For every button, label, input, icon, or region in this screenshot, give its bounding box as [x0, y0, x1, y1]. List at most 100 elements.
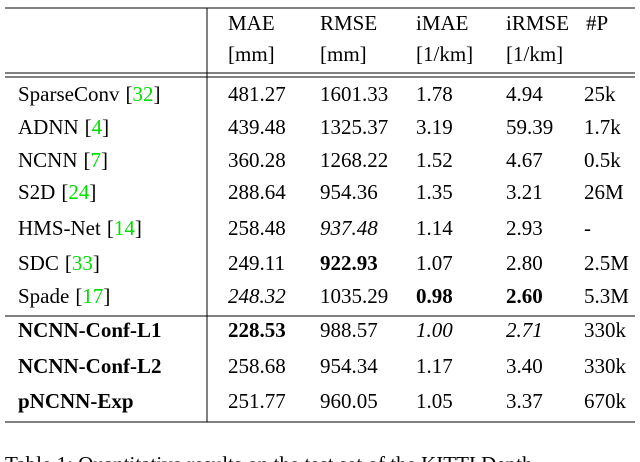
citation-bracket: ] [101, 148, 108, 172]
method: SDC [18, 251, 59, 275]
cell: 3.37 [506, 389, 543, 413]
citation-bracket: [ [84, 148, 91, 172]
method-name: S2D [24] [18, 180, 96, 204]
cell: 2.93 [506, 216, 543, 240]
cell: 1325.37 [320, 115, 388, 139]
header-unit: [1/km] [506, 42, 563, 66]
citation-bracket: [ [61, 180, 68, 204]
cell: 1035.29 [320, 284, 388, 308]
cell: 1.05 [416, 389, 453, 413]
method-name: NCNN-Conf-L2 [18, 354, 162, 378]
method: Spade [18, 284, 69, 308]
cell: - [584, 216, 591, 240]
method-name: NCNN [7] [18, 148, 108, 172]
cell: 3.21 [506, 180, 543, 204]
cell: 249.11 [228, 251, 285, 275]
cell: 360.28 [228, 148, 286, 172]
citation: 24 [68, 180, 90, 204]
method-name: SDC [33] [18, 251, 100, 275]
cell: 330k [584, 354, 627, 378]
citation: 33 [72, 251, 93, 275]
cell: 1.52 [416, 148, 453, 172]
cell: 251.77 [228, 389, 286, 413]
cell: 2.71 [506, 318, 543, 342]
cell: 25k [584, 82, 616, 106]
cell: 1.78 [416, 82, 453, 106]
method: HMS-Net [18, 216, 101, 240]
cell: 288.64 [228, 180, 286, 204]
cell: 937.48 [320, 216, 378, 240]
cell: 1268.22 [320, 148, 388, 172]
cell: 954.36 [320, 180, 378, 204]
citation-bracket: ] [154, 82, 161, 106]
cell: 228.53 [228, 318, 286, 342]
citation: 14 [114, 216, 136, 240]
citation: 32 [133, 82, 154, 106]
citation-bracket: ] [93, 251, 100, 275]
citation: 17 [82, 284, 103, 308]
citation-bracket: ] [102, 115, 109, 139]
cell: 2.5M [584, 251, 629, 275]
method-name: pNCNN-Exp [18, 389, 134, 413]
header-unit: [mm] [228, 42, 275, 66]
cell: 59.39 [506, 115, 553, 139]
cell: 670k [584, 389, 627, 413]
cell: 3.40 [506, 354, 543, 378]
header-label: RMSE [320, 11, 377, 35]
cell: 2.60 [506, 284, 543, 308]
citation-bracket: ] [89, 180, 96, 204]
header-label: MAE [228, 11, 275, 35]
caption: Table 1: Quantitative results on the tes… [5, 452, 533, 462]
method-name: HMS-Net [14] [18, 216, 142, 240]
cell: 1.14 [416, 216, 453, 240]
method: NCNN [18, 148, 78, 172]
citation: 4 [92, 115, 103, 139]
header-label: iRMSE [506, 11, 569, 35]
method: ADNN [18, 115, 79, 139]
citation-bracket: [ [107, 216, 114, 240]
method-name: ADNN [4] [18, 115, 109, 139]
header-unit: [mm] [320, 42, 367, 66]
method: NCNN-Conf-L1 [18, 318, 162, 342]
cell: 1.35 [416, 180, 453, 204]
cell: 1601.33 [320, 82, 388, 106]
cell: 248.32 [228, 284, 286, 308]
cell: 2.80 [506, 251, 543, 275]
citation-bracket: [ [126, 82, 133, 106]
citation: 7 [91, 148, 102, 172]
cell: 1.07 [416, 251, 453, 275]
header-label: #P [586, 11, 608, 35]
citation-bracket: [ [75, 284, 82, 308]
method: SparseConv [18, 82, 120, 106]
cell: 258.68 [228, 354, 286, 378]
cell: 0.5k [584, 148, 621, 172]
cell: 988.57 [320, 318, 378, 342]
cell: 0.98 [416, 284, 453, 308]
cell: 5.3M [584, 284, 629, 308]
method-name: Spade [17] [18, 284, 110, 308]
citation-bracket: ] [103, 284, 110, 308]
cell: 1.7k [584, 115, 621, 139]
cell: 26M [584, 180, 624, 204]
cell: 258.48 [228, 216, 286, 240]
cell: 922.93 [320, 251, 378, 275]
header-unit: [1/km] [416, 42, 473, 66]
method: NCNN-Conf-L2 [18, 354, 162, 378]
method-name: SparseConv [32] [18, 82, 161, 106]
method: pNCNN-Exp [18, 389, 134, 413]
cell: 1.17 [416, 354, 453, 378]
cell: 481.27 [228, 82, 286, 106]
method-name: NCNN-Conf-L1 [18, 318, 162, 342]
cell: 960.05 [320, 389, 378, 413]
cell: 1.00 [416, 318, 453, 342]
citation-bracket: ] [135, 216, 142, 240]
cell: 4.94 [506, 82, 543, 106]
cell: 439.48 [228, 115, 286, 139]
header-label: iMAE [416, 11, 469, 35]
cell: 3.19 [416, 115, 453, 139]
citation-bracket: [ [65, 251, 72, 275]
citation-bracket: [ [85, 115, 92, 139]
cell: 4.67 [506, 148, 543, 172]
